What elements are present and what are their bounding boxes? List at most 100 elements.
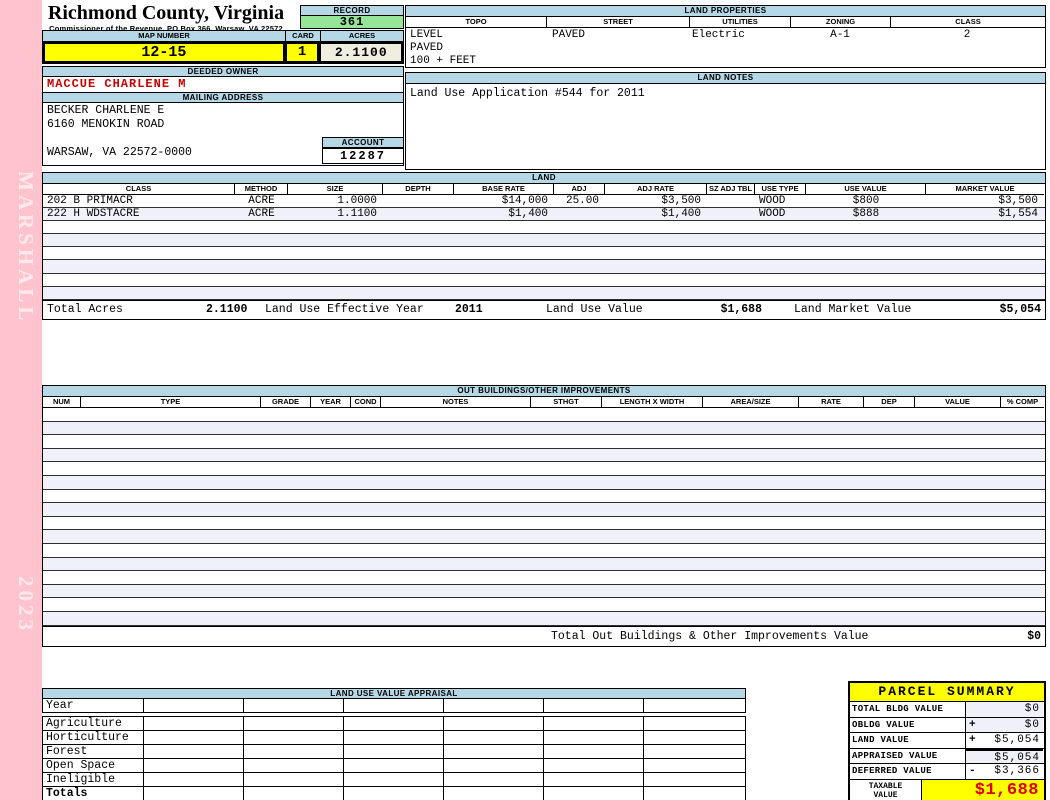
land-table-headers: CLASS METHOD SIZE DEPTH BASE RATE ADJ AD… — [43, 184, 1045, 195]
column-header: LENGTH X WIDTH — [602, 397, 703, 408]
column-header: TYPE — [81, 397, 261, 408]
out-building-row-empty — [43, 598, 1045, 612]
appraisal-body: Agriculture Horticulture Forest Open Spa… — [42, 716, 746, 800]
land-use-value-label: Land Use Value — [546, 302, 643, 316]
appraisal-row: Agriculture — [43, 717, 745, 731]
street-value: PAVED — [552, 29, 586, 41]
out-building-row-empty — [43, 584, 1045, 599]
account-label: ACCOUNT — [322, 137, 404, 148]
cell-base-rate: $14,000 — [501, 195, 548, 207]
class-value: 2 — [963, 29, 971, 41]
land-row-empty — [43, 221, 1045, 235]
cell-method: ACRE — [248, 208, 275, 221]
appraisal-row: Forest — [43, 745, 745, 759]
row-value: $3,366 — [994, 765, 1040, 777]
out-buildings-total-label: Total Out Buildings & Other Improvements… — [551, 629, 869, 643]
land-table: LAND CLASS METHOD SIZE DEPTH BASE RATE A… — [42, 172, 1046, 320]
row-value: $0 — [1024, 703, 1040, 715]
appraisal-row-label: Ineligible — [43, 773, 144, 786]
column-header: YEAR — [311, 397, 351, 408]
column-header: NUM — [43, 397, 81, 408]
column-header: SIZE — [288, 184, 383, 195]
out-building-row-empty — [43, 557, 1045, 572]
out-buildings-title: OUT BUILDINGS/OTHER IMPROVEMENTS — [43, 386, 1045, 397]
row-operator — [966, 702, 980, 717]
parcel-summary-title: PARCEL SUMMARY — [850, 683, 1044, 702]
sidebar-year-label: 2023 — [14, 576, 38, 634]
commissioner-subtitle: Commissioner of the Revenue, PO Box 366,… — [49, 24, 283, 33]
appraisal-row-label: Totals — [43, 787, 144, 800]
row-value: $5,054 — [994, 751, 1040, 764]
topo-value-line2: PAVED — [410, 42, 444, 54]
taxable-value-label: TAXABLE VALUE — [850, 779, 922, 800]
land-row-empty — [43, 234, 1045, 248]
column-header: CLASS — [43, 184, 235, 195]
acres-label: ACRES — [321, 31, 403, 42]
address-line-2: 6160 MENOKIN ROAD — [47, 118, 165, 131]
column-header: DEP — [864, 397, 915, 408]
map-number-label: MAP NUMBER — [43, 31, 286, 42]
land-notes-section: LAND NOTES Land Use Application #544 for… — [405, 72, 1046, 170]
taxable-value-row: TAXABLE VALUE $1,688 — [850, 779, 1044, 800]
column-header: USE VALUE — [806, 184, 926, 195]
row-value: $5,054 — [994, 734, 1040, 746]
out-building-row-empty — [43, 435, 1045, 449]
out-building-row-empty — [43, 517, 1045, 531]
zoning-value: A-1 — [830, 29, 850, 41]
column-header: % COMP — [1001, 397, 1044, 408]
total-acres-value: 2.1100 — [206, 302, 248, 316]
cell-market-value: $3,500 — [998, 195, 1038, 207]
column-header: AREA/SIZE — [703, 397, 799, 408]
out-building-row-empty — [43, 421, 1045, 436]
column-header: STREET — [547, 17, 690, 28]
out-building-row-empty — [43, 503, 1045, 517]
column-header: COND — [351, 397, 381, 408]
cell-size: 1.1100 — [337, 208, 377, 221]
land-market-value: $5,054 — [999, 302, 1041, 316]
column-header: NOTES — [381, 397, 531, 408]
record-box: RECORD 361 — [300, 5, 404, 29]
out-building-row-empty — [43, 544, 1045, 558]
column-header: STHGT — [531, 397, 602, 408]
cell-use-value: $800 — [852, 195, 880, 207]
appraisal-title: LAND USE VALUE APPRAISAL — [42, 688, 746, 699]
cell-adj: 25.00 — [565, 195, 599, 207]
out-buildings-headers: NUM TYPE GRADE YEAR COND NOTES STHGT LEN… — [43, 397, 1045, 408]
column-header: VALUE — [915, 397, 1001, 408]
appraisal-row-totals: Totals — [43, 787, 745, 800]
county-header: Richmond County, Virginia Commissioner o… — [42, 2, 290, 33]
column-header: BASE RATE — [454, 184, 554, 195]
parcel-summary-row: OBLDG VALUE + $0 — [850, 717, 1044, 733]
cell-class: 202 B PRIMACR — [47, 195, 133, 207]
cell-method: ACRE — [248, 195, 275, 207]
row-label: APPRAISED VALUE — [850, 748, 966, 763]
out-building-row-empty — [43, 448, 1045, 463]
account-value: 12287 — [322, 148, 404, 164]
parcel-summary: PARCEL SUMMARY TOTAL BLDG VALUE $0 OBLDG… — [848, 681, 1046, 800]
out-building-row-empty — [43, 475, 1045, 490]
row-label: DEFERRED VALUE — [850, 764, 966, 779]
column-header: ADJ RATE — [605, 184, 707, 195]
land-market-value-label: Land Market Value — [794, 302, 912, 316]
column-header: GRADE — [261, 397, 311, 408]
cell-use-value: $888 — [852, 208, 880, 221]
land-properties-section: LAND PROPERTIES TOPO STREET UTILITIES ZO… — [405, 5, 1046, 68]
row-label: TOTAL BLDG VALUE — [850, 702, 966, 717]
deeded-owner-area: MACCUE CHARLENE M — [42, 77, 404, 92]
land-properties-headers: TOPO STREET UTILITIES ZONING CLASS — [406, 17, 1045, 28]
topo-value: LEVEL — [410, 29, 444, 41]
land-properties-title: LAND PROPERTIES — [406, 6, 1045, 17]
topo-value-line3: 100 + FEET — [410, 55, 477, 67]
land-notes-text: Land Use Application #544 for 2011 — [410, 87, 645, 100]
out-buildings-table: OUT BUILDINGS/OTHER IMPROVEMENTS NUM TYP… — [42, 385, 1046, 647]
out-building-row-empty — [43, 462, 1045, 476]
appraisal-row-label: Year — [43, 699, 144, 712]
land-notes-title: LAND NOTES — [406, 73, 1045, 84]
effective-year-value: 2011 — [455, 302, 483, 316]
cell-adj-rate: $1,400 — [661, 208, 701, 221]
utilities-value: Electric — [692, 29, 745, 41]
land-row: 202 B PRIMACR ACRE 1.0000 $14,000 25.00 … — [43, 195, 1045, 209]
land-row-empty — [43, 274, 1045, 287]
deeded-owner-label: DEEDED OWNER — [42, 66, 404, 77]
